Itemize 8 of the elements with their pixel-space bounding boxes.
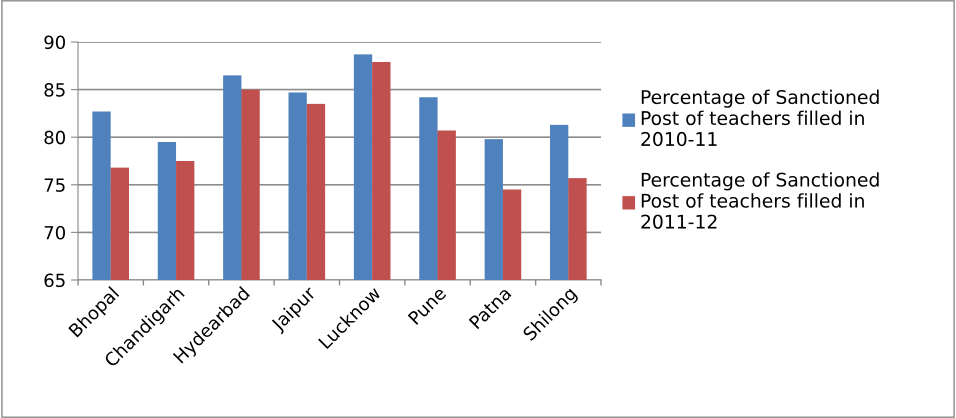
- y-tick-label: 75: [44, 178, 65, 192]
- legend-label: Percentage of Sanctioned Post of teachers filled in 2010-11: [641, 90, 879, 146]
- y-tick-label: 80: [44, 130, 65, 144]
- y-tick-label: 70: [44, 226, 65, 240]
- y-tick-label: 90: [44, 35, 65, 50]
- legend-label: Percentage of Sanctioned Post of teachers filled in 2011-12: [641, 172, 879, 229]
- y-tick-label: 85: [44, 83, 65, 97]
- y-tick-label: 65: [44, 273, 65, 288]
